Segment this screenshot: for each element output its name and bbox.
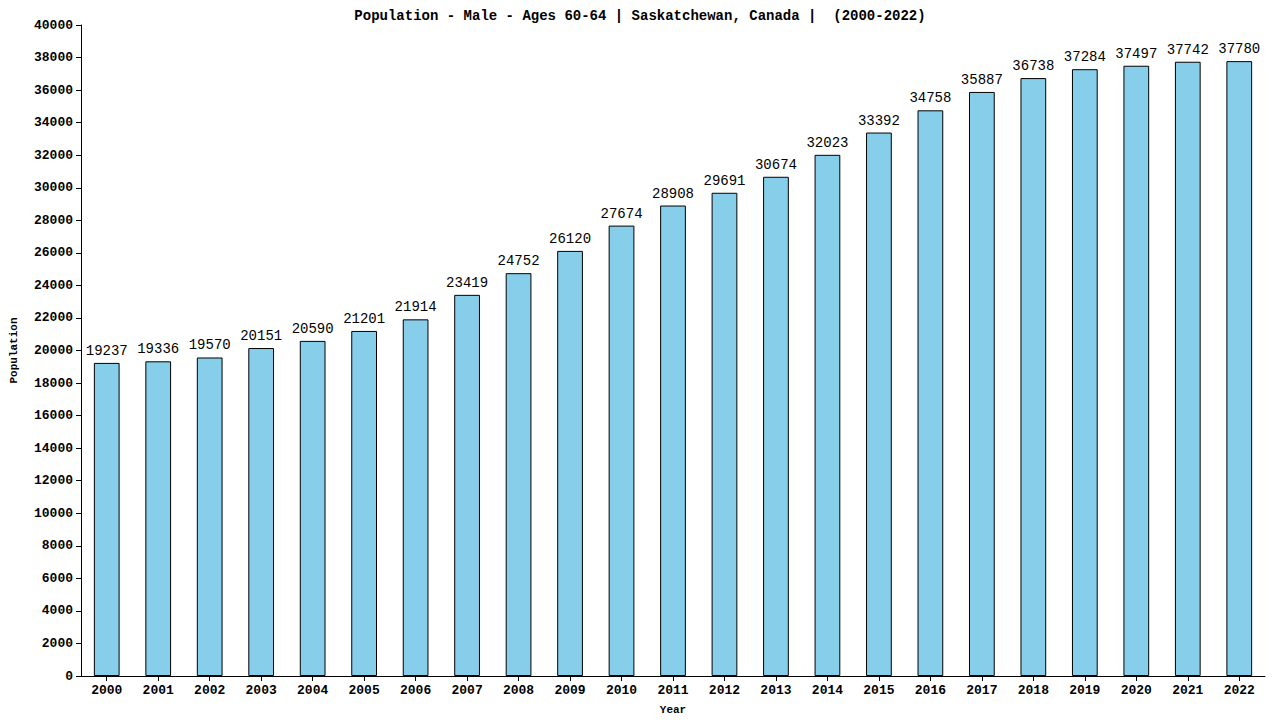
svg-text:20000: 20000 bbox=[34, 343, 73, 358]
svg-text:Population - Male - Ages 60-64: Population - Male - Ages 60-64 | Saskatc… bbox=[354, 8, 925, 24]
svg-text:38000: 38000 bbox=[34, 50, 73, 65]
svg-text:2017: 2017 bbox=[966, 683, 997, 698]
svg-text:2008: 2008 bbox=[503, 683, 534, 698]
svg-text:20151: 20151 bbox=[240, 328, 282, 344]
svg-text:2000: 2000 bbox=[91, 683, 122, 698]
svg-text:35887: 35887 bbox=[961, 72, 1003, 88]
svg-text:2015: 2015 bbox=[863, 683, 894, 698]
svg-text:2005: 2005 bbox=[349, 683, 380, 698]
svg-text:26000: 26000 bbox=[34, 245, 73, 260]
svg-text:2001: 2001 bbox=[143, 683, 174, 698]
svg-text:14000: 14000 bbox=[34, 441, 73, 456]
svg-text:2007: 2007 bbox=[451, 683, 482, 698]
svg-text:2016: 2016 bbox=[915, 683, 946, 698]
svg-text:2012: 2012 bbox=[709, 683, 740, 698]
svg-text:2006: 2006 bbox=[400, 683, 431, 698]
svg-text:28000: 28000 bbox=[34, 213, 73, 228]
svg-text:Population: Population bbox=[8, 317, 20, 383]
svg-text:22000: 22000 bbox=[34, 310, 73, 325]
svg-text:37780: 37780 bbox=[1218, 41, 1260, 57]
svg-text:29691: 29691 bbox=[703, 173, 745, 189]
svg-text:2000: 2000 bbox=[42, 636, 73, 651]
svg-text:36738: 36738 bbox=[1012, 58, 1054, 74]
svg-text:8000: 8000 bbox=[42, 538, 73, 553]
svg-text:2003: 2003 bbox=[246, 683, 277, 698]
svg-text:18000: 18000 bbox=[34, 376, 73, 391]
svg-text:37497: 37497 bbox=[1115, 46, 1157, 62]
svg-text:30000: 30000 bbox=[34, 180, 73, 195]
svg-text:2004: 2004 bbox=[297, 683, 328, 698]
svg-text:40000: 40000 bbox=[34, 18, 73, 33]
svg-text:23419: 23419 bbox=[446, 275, 488, 291]
svg-text:27674: 27674 bbox=[601, 206, 643, 222]
svg-text:21201: 21201 bbox=[343, 311, 385, 327]
svg-text:19336: 19336 bbox=[137, 341, 179, 357]
svg-text:20590: 20590 bbox=[292, 321, 334, 337]
svg-text:6000: 6000 bbox=[42, 571, 73, 586]
svg-text:34758: 34758 bbox=[909, 90, 951, 106]
svg-text:2014: 2014 bbox=[812, 683, 843, 698]
svg-text:33392: 33392 bbox=[858, 113, 900, 129]
svg-text:2021: 2021 bbox=[1172, 683, 1203, 698]
svg-text:12000: 12000 bbox=[34, 473, 73, 488]
svg-text:24752: 24752 bbox=[498, 253, 540, 269]
svg-text:37742: 37742 bbox=[1167, 42, 1209, 58]
svg-text:2013: 2013 bbox=[760, 683, 791, 698]
svg-text:2020: 2020 bbox=[1121, 683, 1152, 698]
svg-text:37284: 37284 bbox=[1064, 49, 1106, 65]
svg-text:32023: 32023 bbox=[806, 135, 848, 151]
svg-text:24000: 24000 bbox=[34, 278, 73, 293]
svg-text:30674: 30674 bbox=[755, 157, 797, 173]
svg-text:2018: 2018 bbox=[1018, 683, 1049, 698]
svg-text:2009: 2009 bbox=[554, 683, 585, 698]
svg-text:19570: 19570 bbox=[189, 337, 231, 353]
svg-text:2019: 2019 bbox=[1069, 683, 1100, 698]
svg-text:2022: 2022 bbox=[1224, 683, 1255, 698]
svg-text:26120: 26120 bbox=[549, 231, 591, 247]
svg-text:10000: 10000 bbox=[34, 506, 73, 521]
svg-text:16000: 16000 bbox=[34, 408, 73, 423]
svg-text:2011: 2011 bbox=[657, 683, 688, 698]
svg-text:Year: Year bbox=[660, 704, 686, 716]
svg-text:2010: 2010 bbox=[606, 683, 637, 698]
svg-text:2002: 2002 bbox=[194, 683, 225, 698]
svg-text:32000: 32000 bbox=[34, 148, 73, 163]
svg-text:21914: 21914 bbox=[395, 299, 437, 315]
svg-text:28908: 28908 bbox=[652, 186, 694, 202]
svg-text:4000: 4000 bbox=[42, 603, 73, 618]
svg-text:36000: 36000 bbox=[34, 83, 73, 98]
svg-text:0: 0 bbox=[65, 669, 73, 684]
svg-text:19237: 19237 bbox=[86, 343, 128, 359]
svg-text:34000: 34000 bbox=[34, 115, 73, 130]
